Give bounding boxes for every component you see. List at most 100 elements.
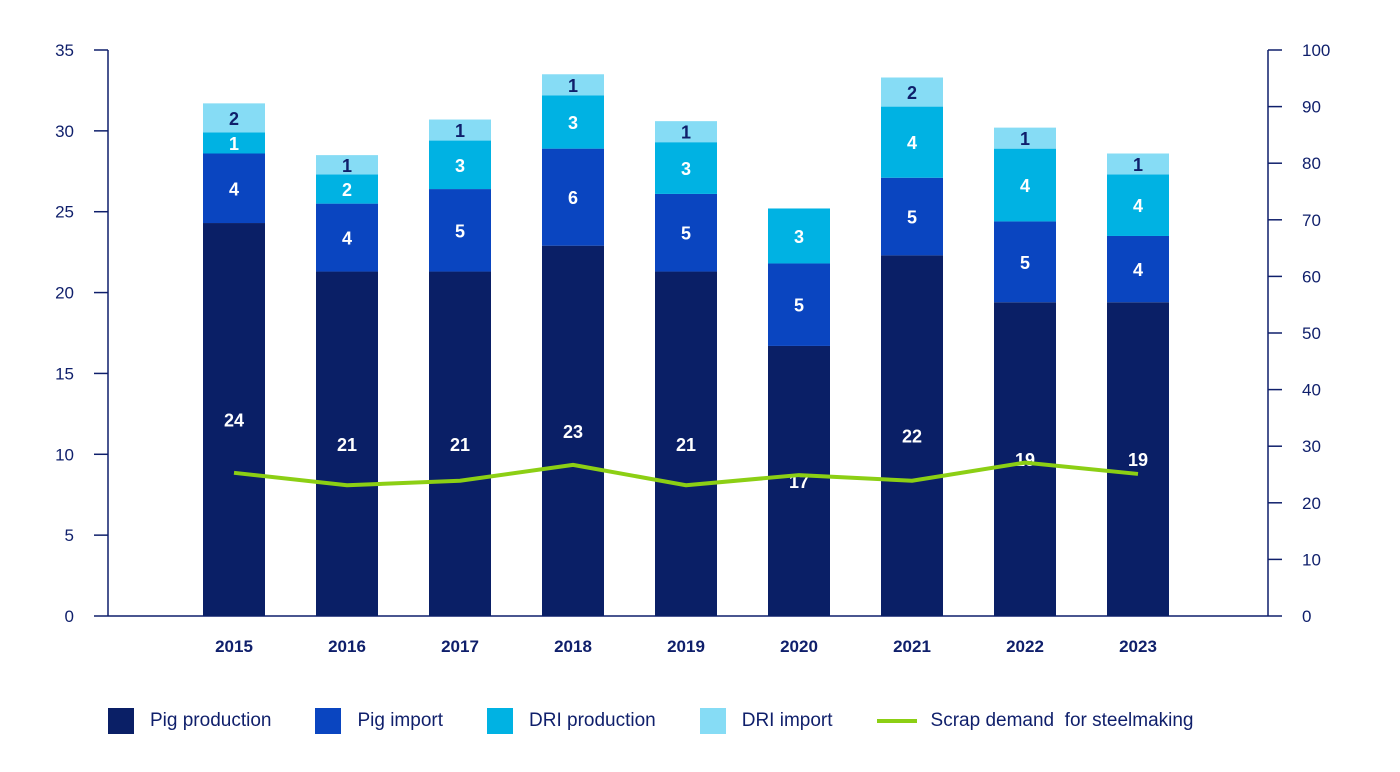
bar-segment-pig-production [994,302,1056,616]
left-tick-label: 30 [55,122,74,141]
bar-segment-pig-import [542,148,604,246]
bar-value-label: 21 [337,435,357,455]
legend-swatch [108,708,134,734]
legend: Pig production Pig import DRI production… [108,708,1238,734]
bar-value-label: 5 [1020,253,1030,273]
bar-value-label: 4 [342,229,352,249]
bar-value-label: 3 [455,156,465,176]
x-tick-label: 2015 [215,637,253,656]
legend-swatch [487,708,513,734]
bar-segment-dri-production [316,174,378,204]
bar-value-label: 1 [229,134,239,154]
left-tick-label: 15 [55,364,74,383]
bar-labels: 2441221421215312363121531175322542195411… [224,76,1148,492]
bar-value-label: 4 [1133,196,1143,216]
bar-segment-dri-production [203,132,265,154]
bar-value-label: 1 [1020,129,1030,149]
bar-value-label: 5 [455,221,465,241]
bar-value-label: 1 [681,123,691,143]
bar-segment-pig-import [768,263,830,346]
bar-segment-pig-production [655,271,717,616]
legend-item-pig-production: Pig production [108,708,271,734]
bar-segment-dri-production [1107,174,1169,236]
bar-segment-pig-import [1107,235,1169,303]
x-tick-label: 2018 [554,637,592,656]
legend-label: DRI import [741,710,833,731]
bar-value-label: 4 [1020,176,1030,196]
bar-segment-dri-import [881,77,943,107]
bar-segment-pig-production [429,271,491,616]
bar-value-label: 1 [455,121,465,141]
bar-value-label: 4 [229,179,239,199]
bar-segment-dri-production [429,140,491,190]
bar-value-label: 5 [681,224,691,244]
right-tick-label: 80 [1302,154,1321,173]
x-tick-label: 2020 [780,637,818,656]
bar-segment-dri-import [203,103,265,133]
left-tick-label: 35 [55,41,74,60]
bar-value-label: 19 [1128,450,1148,470]
bar-segment-pig-import [316,203,378,272]
bar-segment-dri-import [994,127,1056,149]
bar-segment-dri-import [542,74,604,96]
bar-value-label: 2 [907,83,917,103]
bar-segment-dri-import [316,155,378,175]
bar-value-label: 19 [1015,450,1035,470]
bar-value-label: 22 [902,427,922,447]
left-tick-label: 0 [65,607,74,626]
bar-value-label: 21 [450,435,470,455]
x-tick-label: 2023 [1119,637,1157,656]
bar-segment-dri-production [881,106,943,178]
scrap-demand-line [233,460,1139,488]
legend-swatch [699,708,726,734]
x-tick-label: 2021 [893,637,931,656]
bar-segment-dri-production [994,148,1056,222]
right-tick-label: 100 [1302,41,1330,60]
left-tick-label: 5 [65,526,74,545]
right-tick-label: 60 [1302,267,1321,286]
scrap-line [233,460,1139,488]
bar-segment-dri-import [429,119,491,141]
legend-label: Pig production [150,710,272,731]
left-tick-label: 20 [55,284,74,303]
x-axis-labels: 2015 2016 2017 2018 2019 2020 2021 2022 2023 [215,637,1157,656]
bar-segment-pig-import [429,189,491,272]
legend-line-swatch [876,719,917,723]
bar-segment-dri-production [768,208,830,264]
legend-item-pig-import: Pig import [315,708,443,734]
legend-label: Scrap demand for steelmaking [930,710,1194,731]
bars [203,74,1169,616]
legend-item-scrap-demand: Scrap demand for steelmaking [876,710,1194,732]
bar-value-label: 2 [229,109,239,129]
legend-item-dri-import: DRI import [699,708,833,734]
bar-value-label: 23 [563,422,583,442]
legend-swatch [315,708,342,734]
bar-value-label: 1 [568,76,578,96]
x-tick-label: 2017 [441,637,479,656]
bar-value-label: 2 [342,180,352,200]
bar-segment-pig-production [542,245,604,616]
legend-label: DRI production [529,710,656,731]
right-tick-label: 30 [1302,437,1321,456]
bar-value-label: 5 [794,296,804,316]
bar-value-label: 1 [342,156,352,176]
bar-value-label: 4 [1133,260,1143,280]
bar-segment-dri-import [1107,153,1169,175]
bar-segment-pig-import [881,177,943,256]
left-tick-label: 10 [55,445,74,464]
bar-segment-pig-production [316,271,378,616]
legend-item-dri-production: DRI production [487,708,656,734]
right-tick-label: 50 [1302,324,1321,343]
right-tick-label: 0 [1302,607,1311,626]
right-tick-label: 90 [1302,98,1321,117]
bar-segment-pig-production [203,223,265,616]
bar-value-label: 3 [794,227,804,247]
bar-segment-pig-production [881,255,943,616]
bar-value-label: 5 [907,208,917,228]
bar-value-label: 4 [907,133,917,153]
bar-segment-pig-production [768,345,830,616]
bar-value-label: 3 [681,159,691,179]
left-tick-label: 25 [55,203,74,222]
